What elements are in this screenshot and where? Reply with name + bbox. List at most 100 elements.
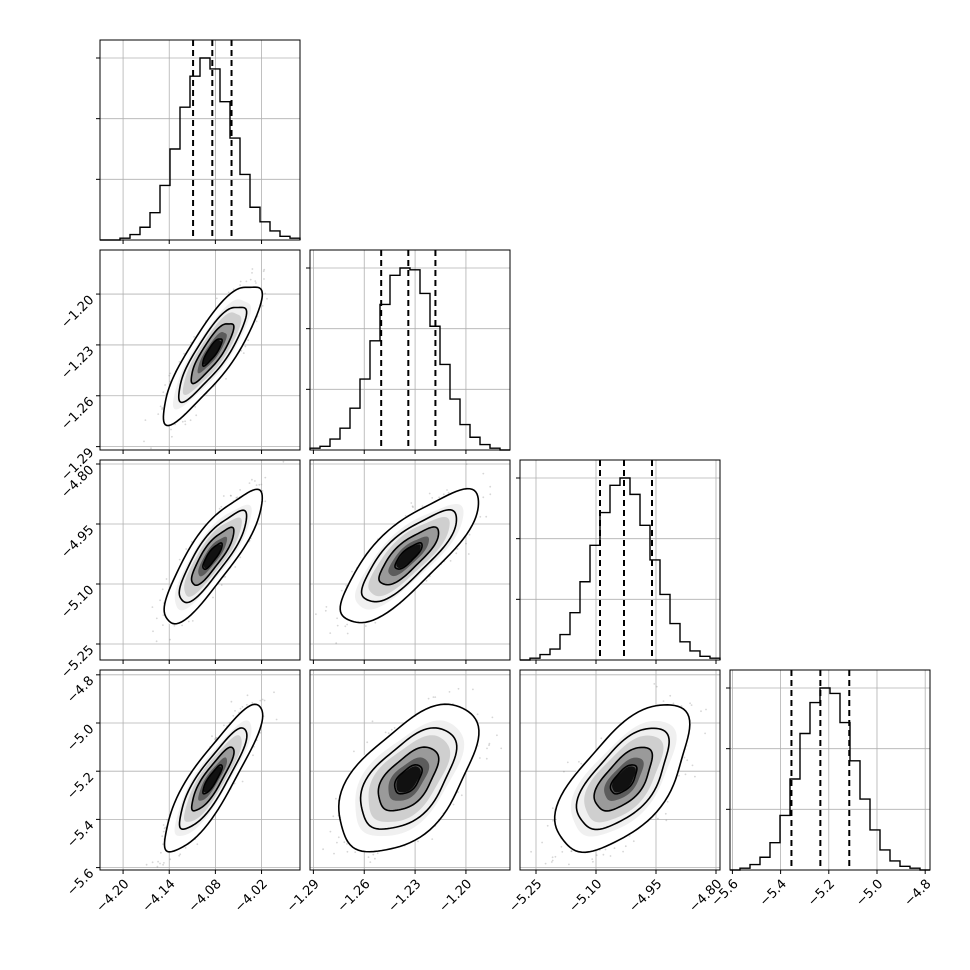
- scatter-point-1-0: [266, 297, 268, 300]
- scatter-point-3-0: [162, 843, 164, 846]
- scatter-point-2-1: [364, 625, 367, 627]
- scatter-point-1-0: [183, 352, 186, 355]
- panel-2-0: −5.25−5.10−4.95−4.80: [59, 459, 301, 681]
- scatter-point-2-0: [220, 505, 223, 508]
- scatter-point-1-0: [164, 384, 167, 386]
- scatter-point-2-0: [260, 483, 263, 486]
- scatter-point-2-0: [161, 588, 164, 591]
- scatter-point-2-0: [234, 566, 237, 568]
- scatter-point-1-0: [239, 284, 242, 286]
- scatter-point-1-0: [178, 361, 181, 363]
- scatter-point-2-1: [465, 463, 468, 465]
- scatter-point-2-0: [165, 578, 168, 580]
- panel-bg-1-1: [310, 250, 510, 450]
- scatter-point-1-0: [169, 372, 172, 375]
- scatter-point-1-0: [225, 378, 227, 380]
- contour-line-1-0-1: [177, 306, 248, 404]
- scatter-point-2-1: [325, 606, 328, 608]
- scatter-point-3-0: [273, 691, 275, 694]
- scatter-point-1-0: [251, 272, 253, 274]
- scatter-point-1-0: [150, 447, 152, 450]
- scatter-point-2-0: [151, 606, 154, 608]
- scatter-point-1-0: [255, 282, 257, 284]
- scatter-point-2-0: [264, 500, 267, 503]
- panel-frame-1-1: [309, 249, 511, 451]
- ytick-label-1-1-wrap: −1.26: [59, 394, 98, 433]
- contour-line-1-0-0: [162, 286, 264, 427]
- scatter-point-2-0: [254, 480, 256, 482]
- scatter-point-2-1: [485, 515, 488, 518]
- ytick-label-2-2: −4.95: [59, 523, 98, 562]
- panel-1-0: −1.29−1.26−1.23−1.20: [59, 249, 301, 484]
- scatter-point-2-1: [344, 625, 347, 628]
- scatter-point-1-0: [263, 268, 266, 271]
- scatter-point-1-0: [264, 292, 267, 295]
- scatter-point-2-0: [220, 584, 223, 586]
- scatter-point-1-0: [159, 405, 162, 408]
- panel-frame-1-0: [99, 249, 301, 451]
- scatter-point-2-1: [411, 505, 414, 508]
- scatter-point-1-0: [227, 291, 230, 294]
- scatter-point-2-0: [169, 638, 171, 641]
- scatter-point-2-0: [264, 476, 267, 479]
- scatter-point-2-0: [162, 614, 165, 616]
- scatter-point-1-0: [168, 374, 171, 377]
- scatter-point-2-0: [251, 478, 253, 481]
- histogram-0: [100, 57, 301, 241]
- scatter-point-2-0: [248, 482, 251, 484]
- contour-line-1-0-3: [201, 338, 223, 367]
- ytick-label-1-1: −1.26: [59, 394, 98, 433]
- scatter-point-2-0: [230, 495, 232, 497]
- scatter-point-2-1: [351, 570, 353, 573]
- scatter-point-3-0: [157, 860, 160, 863]
- scatter-point-1-0: [171, 435, 173, 438]
- scatter-point-2-1: [482, 496, 485, 499]
- scatter-point-2-0: [159, 599, 162, 602]
- scatter-point-1-0: [261, 305, 264, 307]
- scatter-point-2-0: [181, 624, 184, 627]
- scatter-point-2-1: [346, 623, 348, 626]
- scatter-point-2-0: [185, 548, 188, 550]
- scatter-point-3-0: [241, 780, 244, 783]
- ytick-label-1-2: −1.23: [59, 344, 98, 383]
- ytick-label-1-3: −1.20: [59, 293, 98, 332]
- scatter-point-2-0: [152, 630, 154, 633]
- scatter-point-2-0: [155, 617, 158, 620]
- scatter-point-2-0: [239, 489, 242, 491]
- scatter-point-2-1: [442, 493, 445, 496]
- scatter-point-3-0: [162, 830, 165, 833]
- ytick-label-1-3-wrap: −1.20: [59, 293, 98, 332]
- scatter-point-1-0: [174, 423, 177, 426]
- scatter-point-2-1: [468, 533, 471, 536]
- scatter-point-1-0: [262, 270, 265, 273]
- scatter-point-2-1: [446, 489, 448, 491]
- scatter-point-3-0: [166, 818, 169, 821]
- scatter-point-1-0: [184, 423, 187, 426]
- ytick-label-1-2-wrap: −1.23: [59, 344, 98, 383]
- scatter-point-3-0: [223, 724, 225, 727]
- scatter-point-1-0: [255, 320, 258, 323]
- scatter-point-2-1: [482, 472, 485, 475]
- scatter-point-1-0: [157, 413, 160, 415]
- panel-frame-0-0: [99, 39, 301, 241]
- scatter-point-2-1: [336, 617, 338, 620]
- scatter-point-2-1: [489, 493, 492, 496]
- scatter-point-2-1: [340, 589, 343, 592]
- scatter-point-2-0: [178, 558, 181, 561]
- scatter-point-1-0: [244, 345, 247, 348]
- ytick-label-2-1-wrap: −5.10: [59, 583, 98, 622]
- scatter-point-2-1: [465, 542, 467, 545]
- scatter-point-1-0: [247, 339, 250, 342]
- scatter-point-2-1: [428, 492, 431, 495]
- scatter-point-2-1: [456, 548, 459, 550]
- scatter-point-2-1: [455, 552, 458, 555]
- scatter-point-1-0: [194, 406, 197, 408]
- scatter-point-2-1: [489, 485, 492, 488]
- scatter-point-2-1: [374, 621, 377, 624]
- scatter-point-1-0: [190, 341, 193, 344]
- scatter-point-2-0: [258, 483, 261, 486]
- scatter-point-1-0: [184, 420, 187, 423]
- scatter-point-2-0: [255, 484, 258, 486]
- scatter-point-2-0: [229, 494, 232, 497]
